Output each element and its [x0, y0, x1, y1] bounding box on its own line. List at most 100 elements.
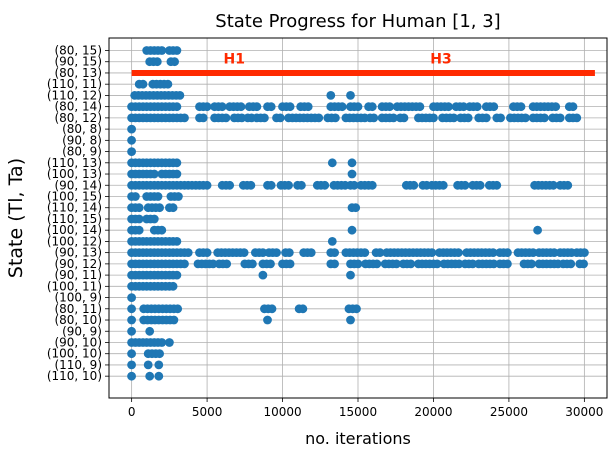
x-tick-label: 30000	[565, 405, 603, 419]
data-point	[145, 371, 155, 381]
data-point	[438, 180, 448, 190]
data-point	[170, 57, 180, 67]
data-point	[260, 113, 269, 123]
annotation-label: H3	[430, 52, 451, 68]
data-point	[489, 259, 499, 269]
data-point	[198, 113, 208, 123]
y-tick-label: (80, 13)	[54, 66, 102, 80]
data-point	[127, 124, 136, 134]
data-point	[157, 225, 167, 235]
data-point	[127, 371, 136, 381]
data-point	[449, 113, 459, 123]
data-point	[392, 259, 401, 269]
data-point	[521, 113, 530, 123]
data-point	[385, 102, 395, 112]
data-point	[454, 248, 463, 257]
data-point	[202, 248, 212, 257]
y-tick-label: (110, 13)	[47, 156, 102, 170]
y-tick-label: (100, 15)	[47, 189, 102, 203]
data-point	[375, 248, 385, 257]
data-point	[346, 270, 355, 280]
annotation-label: H1	[224, 52, 245, 68]
y-tick-label: (100, 11)	[47, 279, 102, 293]
data-point	[330, 259, 339, 269]
data-point	[352, 304, 361, 314]
data-point	[222, 259, 232, 269]
y-tick-label: (80, 12)	[54, 111, 102, 125]
data-point	[134, 225, 144, 235]
x-axis-title: no. iterations	[305, 429, 411, 448]
annotations: H1 H3	[224, 52, 452, 68]
x-tick-label: 20000	[414, 405, 452, 419]
data-point	[267, 304, 277, 314]
data-point	[275, 113, 285, 123]
data-point	[492, 180, 502, 190]
y-tick-label: (100, 13)	[47, 167, 102, 181]
data-point	[367, 102, 377, 112]
x-tick-label: 15000	[339, 405, 377, 419]
y-tick-label: (80, 15)	[54, 44, 102, 58]
data-point	[225, 180, 235, 190]
data-point	[152, 57, 162, 67]
y-tick-label: (90, 12)	[54, 257, 102, 271]
data-point	[149, 214, 159, 224]
data-point	[266, 259, 275, 269]
data-point	[266, 102, 276, 112]
data-point	[127, 349, 136, 359]
data-point	[236, 102, 246, 112]
data-point	[527, 259, 536, 269]
data-point	[303, 102, 313, 112]
data-point	[131, 192, 140, 201]
data-point	[555, 113, 565, 123]
data-point	[347, 169, 357, 179]
data-point	[258, 270, 268, 280]
data-point	[444, 102, 453, 112]
data-point	[580, 248, 589, 257]
data-point	[143, 360, 153, 370]
data-point	[563, 180, 573, 190]
data-point	[346, 315, 355, 325]
data-point	[134, 214, 144, 224]
data-point	[266, 180, 276, 190]
y-tick-label: (100, 14)	[47, 223, 102, 237]
data-point	[248, 259, 257, 269]
y-tick-label: (110, 15)	[47, 212, 102, 226]
data-point	[432, 259, 442, 269]
y-tick-label: (80, 11)	[54, 302, 102, 316]
data-point	[172, 237, 182, 246]
data-point	[399, 113, 409, 123]
data-point	[475, 180, 485, 190]
x-tick-label: 5000	[192, 405, 223, 419]
y-tick-label: (90, 9)	[62, 324, 102, 338]
data-point	[409, 180, 419, 190]
y-tick-label: (110, 11)	[47, 77, 102, 91]
data-point	[568, 102, 578, 112]
data-point	[306, 248, 316, 257]
data-point	[427, 248, 437, 257]
data-point	[252, 102, 262, 112]
x-tick-label: 10000	[263, 405, 301, 419]
data-point	[145, 326, 155, 336]
data-point	[503, 248, 512, 257]
data-point	[154, 371, 164, 381]
data-point	[481, 113, 491, 123]
y-tick-label: (80, 14)	[54, 100, 102, 114]
data-point	[347, 158, 357, 168]
data-point	[360, 248, 370, 257]
data-point	[272, 248, 281, 257]
data-point	[127, 293, 136, 302]
x-tick-label: 25000	[490, 405, 528, 419]
data-point	[489, 102, 499, 112]
y-tick-label: (90, 8)	[62, 133, 102, 147]
data-point	[154, 360, 164, 370]
data-point	[297, 180, 306, 190]
data-point	[337, 102, 347, 112]
data-point	[258, 248, 268, 257]
data-point	[463, 113, 473, 123]
data-point	[353, 102, 363, 112]
data-point	[533, 225, 542, 235]
y-tick-label: (80, 9)	[62, 145, 102, 159]
data-point	[331, 113, 340, 123]
y-tick-label: (110, 12)	[47, 88, 102, 102]
data-point	[298, 304, 308, 314]
